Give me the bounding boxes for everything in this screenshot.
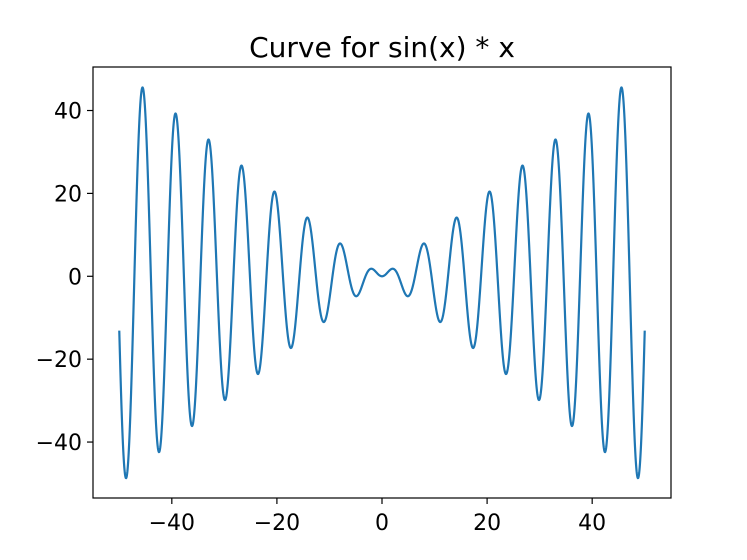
y-tick-label: −40 (36, 431, 82, 456)
chart-title: Curve for sin(x) * x (249, 31, 515, 64)
y-tick-label: 20 (54, 182, 82, 207)
y-tick-label: 40 (54, 100, 82, 125)
axes-frame (92, 66, 672, 499)
x-tick-label: 0 (375, 511, 389, 536)
x-tick-label: −20 (254, 511, 300, 536)
y-axis: −40 −20 0 20 40 (36, 100, 93, 456)
y-tick-label: 0 (68, 265, 82, 290)
x-axis: −40 −20 0 20 40 (149, 498, 606, 536)
series-line (118, 86, 646, 480)
y-tick-label: −20 (36, 348, 82, 373)
x-tick-label: 20 (473, 511, 501, 536)
x-tick-label: −40 (149, 511, 195, 536)
x-tick-label: 40 (578, 511, 606, 536)
